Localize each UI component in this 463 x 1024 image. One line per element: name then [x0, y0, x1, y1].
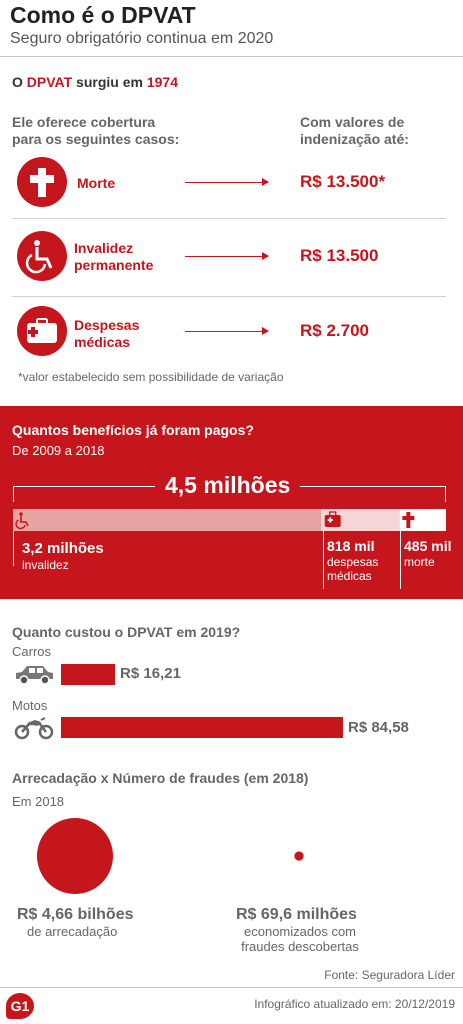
fraud-value-economizados: R$ 69,6 milhões — [236, 906, 357, 923]
medical-kit-icon — [324, 511, 341, 527]
benefits-period: De 2009 a 2018 — [12, 443, 105, 458]
despesas-value: 818 mil — [327, 538, 375, 554]
fraud-label-economizados: economizados com fraudes descobertas — [241, 924, 359, 954]
footer-divider — [0, 987, 463, 988]
benefits-panel: Quantos benefícios já foram pagos? De 20… — [0, 406, 463, 599]
fraud-value-arrecadacao: R$ 4,66 bilhões — [17, 906, 134, 923]
page-title: Como é o DPVAT — [10, 2, 196, 28]
fraud-year: Em 2018 — [12, 794, 65, 809]
coverage-right-heading: Com valores de indenização até: — [300, 114, 409, 147]
intro-brand: DPVAT — [26, 74, 73, 90]
bubble-economizados — [294, 851, 304, 861]
cross-icon — [30, 168, 54, 197]
bar-segment-invalidez — [13, 509, 321, 531]
coverage-footnote: *valor estabelecido sem possibilidade de… — [18, 370, 284, 384]
fraud-label-arrecadacao: de arrecadação — [27, 924, 118, 939]
morte-icon-circle — [17, 157, 67, 207]
cost-title: Quanto custou o DPVAT em 2019? — [12, 624, 241, 640]
cost-bar-carros — [61, 664, 116, 685]
invalidez-label: invalidez — [22, 558, 69, 572]
invalidez-icon-circle — [17, 231, 67, 281]
benefits-total: 4,5 milhões — [155, 472, 301, 499]
intro-line: O DPVAT surgiu em 1974 — [12, 74, 178, 90]
segment-separator — [400, 531, 401, 589]
segment-separator — [323, 531, 324, 589]
coverage-divider — [12, 218, 446, 219]
medical-kit-icon — [27, 318, 57, 343]
cost-value-motos: R$ 84,58 — [348, 719, 409, 736]
invalidez-value: 3,2 milhões — [22, 540, 104, 557]
coverage-label-morte: Morte — [77, 175, 116, 191]
despesas-icon-circle — [17, 306, 67, 356]
updated-note: Infográfico atualizado em: 20/12/2019 — [254, 997, 455, 1011]
header-divider — [0, 56, 463, 57]
arrow-invalidez — [185, 252, 269, 260]
coverage-value-morte: R$ 13.500* — [300, 172, 386, 191]
despesas-label: despesas médicas — [327, 555, 379, 583]
cost-value-carros: R$ 16,21 — [120, 665, 181, 682]
morte-label: morte — [404, 555, 435, 569]
cross-icon — [402, 512, 415, 528]
page-subtitle: Seguro obrigatório continua em 2020 — [10, 30, 274, 47]
bar-segment-morte — [399, 509, 446, 531]
morte-value: 485 mil — [404, 538, 452, 554]
wheelchair-icon — [25, 240, 53, 274]
coverage-divider — [12, 296, 446, 297]
coverage-label-invalidez: Invalidez permanente — [74, 240, 154, 273]
source-note: Fonte: Seguradora Líder — [324, 968, 455, 982]
coverage-left-heading: Ele oferece cobertura para os seguintes c… — [12, 114, 180, 147]
bubble-arrecadacao — [37, 818, 113, 894]
cost-label-carros: Carros — [12, 644, 52, 659]
g1-logo: G1 — [6, 993, 34, 1019]
motorcycle-icon — [14, 717, 54, 740]
fraud-title: Arrecadação x Número de fraudes (em 2018… — [12, 770, 309, 786]
cost-label-motos: Motos — [12, 698, 48, 713]
wheelchair-icon — [15, 512, 29, 530]
coverage-value-invalidez: R$ 13.500 — [300, 246, 379, 265]
fraud-bubbles — [37, 818, 304, 894]
segment-separator — [13, 531, 14, 566]
intro-year: 1974 — [146, 74, 178, 90]
arrow-morte — [185, 178, 269, 186]
benefits-title: Quantos benefícios já foram pagos? — [12, 422, 254, 438]
cost-bar-motos — [61, 717, 343, 738]
arrow-despesas — [185, 327, 269, 335]
total-bracket-right — [445, 486, 446, 502]
benefits-stacked-bar — [13, 509, 446, 531]
total-bracket-left — [13, 486, 14, 502]
coverage-value-despesas: R$ 2.700 — [300, 321, 369, 340]
coverage-label-despesas: Despesas médicas — [74, 317, 140, 350]
car-icon — [16, 666, 53, 685]
